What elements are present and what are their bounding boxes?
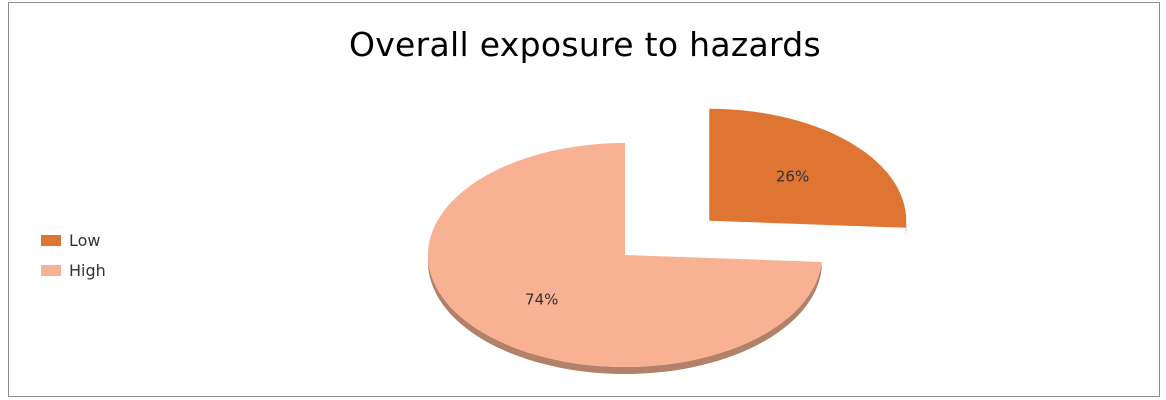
legend-label-low: Low <box>69 230 101 250</box>
chart-title: Overall exposure to hazards <box>348 25 822 64</box>
legend-item-low: Low <box>41 225 106 255</box>
legend-label-high: High <box>69 260 106 280</box>
legend: Low High <box>41 225 106 285</box>
legend-swatch-high <box>41 264 61 276</box>
pie-slice-low <box>709 108 907 228</box>
pie-slice-high <box>427 143 822 367</box>
legend-item-high: High <box>41 255 106 285</box>
data-label-low: 26% <box>776 167 809 185</box>
legend-swatch-low <box>41 234 61 246</box>
data-label-high: 74% <box>525 290 558 308</box>
